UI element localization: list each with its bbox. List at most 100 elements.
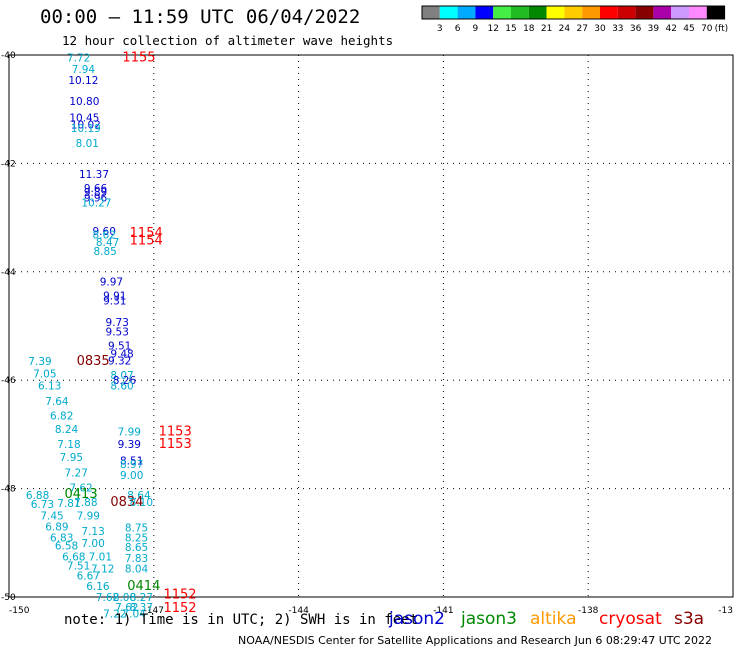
wave-height-label: 10.45 <box>69 112 99 124</box>
wave-height-label: 7.05 <box>33 369 56 381</box>
wave-height-label: 8.75 <box>125 523 148 535</box>
colorbar-tick-label: 21 <box>541 24 552 34</box>
colorbar-tick-label: 39 <box>648 24 660 34</box>
colorbar-swatch <box>493 6 511 19</box>
wave-height-label: 6.16 <box>86 581 110 593</box>
time-label: 0834 <box>110 495 143 510</box>
wave-height-label: 7.62 <box>69 483 92 495</box>
wave-height-label: 9.73 <box>106 317 129 329</box>
wave-height-label: 6.73 <box>31 499 54 511</box>
colorbar-tick-label: 3 <box>437 24 443 34</box>
wave-height-label: 8.25 <box>125 532 148 544</box>
wave-height-label: 9.53 <box>106 326 129 338</box>
colorbar-tick-label: 27 <box>576 24 587 34</box>
colorbar-swatch <box>546 6 565 19</box>
wave-height-label: 7.99 <box>118 427 141 439</box>
wave-height-label: 6.13 <box>38 381 61 393</box>
wave-height-label: 9.96 <box>84 193 108 205</box>
colorbar-unit-label: (ft) <box>715 24 729 34</box>
wave-height-label: 8.04 <box>125 563 149 575</box>
colorbar-swatch <box>600 6 618 19</box>
wave-height-label: 6.88 <box>26 490 49 502</box>
wave-height-label: 7.51 <box>67 561 90 573</box>
wave-height-label: 8.65 <box>125 542 148 554</box>
wave-height-label: 8.85 <box>93 246 116 258</box>
time-label: 1152 <box>163 601 196 616</box>
time-label: 0835 <box>77 354 110 369</box>
wave-height-label: 7.95 <box>60 452 83 464</box>
credit-line: NOAA/NESDIS Center for Satellite Applica… <box>238 634 713 647</box>
wave-height-label: 8.10 <box>130 497 153 509</box>
legend-altika: altika <box>530 609 577 629</box>
y-tick-label: -46 <box>1 376 16 386</box>
wave-height-label: 7.27 <box>65 467 88 479</box>
colorbar-swatch <box>475 6 494 19</box>
wave-height-label: 9.00 <box>120 470 143 482</box>
legend-jason2: jason2 <box>389 609 445 629</box>
wave-height-label: 8.07 <box>110 370 133 382</box>
wave-height-label: 10.27 <box>81 197 111 209</box>
colorbar-tick-label: 36 <box>630 24 642 34</box>
wave-height-label: 9.48 <box>110 349 133 361</box>
wave-height-label: 7.62 <box>96 592 119 604</box>
colorbar-tick-label: 9 <box>473 24 479 34</box>
colorbar-tick-label: 45 <box>683 24 694 34</box>
colorbar-swatch <box>689 6 707 19</box>
colorbar-tick-label: 33 <box>612 24 623 34</box>
wave-height-label: 9.51 <box>108 341 131 353</box>
colorbar-swatch <box>617 6 636 19</box>
wave-height-label: 7.81 <box>57 498 80 510</box>
x-tick-label: -147 <box>144 606 164 616</box>
wave-height-label: 7.01 <box>89 551 112 563</box>
wave-height-label: 7.39 <box>28 356 51 368</box>
wave-height-label: 7.88 <box>74 497 97 509</box>
wave-height-label: 8.27 <box>130 592 153 604</box>
wave-height-label: 9.60 <box>93 226 116 238</box>
time-label: 1152 <box>163 587 196 602</box>
x-tick-label: -138 <box>578 606 599 616</box>
wave-height-label: 7.18 <box>57 439 80 451</box>
wave-height-label: 8.47 <box>96 237 119 249</box>
colorbar-swatch <box>422 6 440 19</box>
wave-height-label: 8.60 <box>110 381 133 393</box>
time-label: 0413 <box>65 487 98 502</box>
colorbar-swatch <box>635 6 654 19</box>
wave-height-label: 8.01 <box>76 138 99 150</box>
y-tick-label: -48 <box>1 485 16 495</box>
wave-height-label: 6.58 <box>55 541 78 553</box>
y-tick-label: -50 <box>1 593 16 603</box>
time-label: 0414 <box>127 579 160 594</box>
x-tick-label: -13 <box>718 606 733 616</box>
y-tick-label: -44 <box>1 268 16 278</box>
colorbar-swatch <box>564 6 583 19</box>
legend-s3a: s3a <box>674 609 705 629</box>
colorbar-swatch <box>457 6 476 19</box>
colorbar-tick-label: 18 <box>523 24 535 34</box>
wave-height-label: 7.64 <box>45 396 69 408</box>
page-subtitle: 12 hour collection of altimeter wave hei… <box>62 33 394 48</box>
wave-height-label: 7.45 <box>40 511 63 523</box>
wave-height-label: 9.91 <box>103 291 126 303</box>
wave-height-label: 6.83 <box>50 532 73 544</box>
wave-height-label: 10.19 <box>71 123 101 135</box>
color-scale-bar: 3 6 9 12 15 18 21 24 27 30 33 36 39 42 45 70 (ft) <box>421 5 729 34</box>
map-frame <box>8 54 734 598</box>
colorbar-tick-label: 6 <box>455 24 461 34</box>
colorbar-swatch <box>511 6 529 19</box>
wave-height-label: 6.67 <box>77 570 100 582</box>
colorbar-tick-label: 70 <box>701 24 713 34</box>
wave-height-label: 8.62 <box>93 229 116 241</box>
time-label: 1154 <box>130 226 163 241</box>
colorbar-swatch <box>439 6 458 19</box>
wave-height-label: 9.31 <box>103 296 126 308</box>
x-tick-label: -144 <box>288 606 309 616</box>
wave-height-label: 7.72 <box>67 53 90 65</box>
wave-height-label: 7.22 <box>103 608 126 620</box>
wave-height-label: 6.68 <box>62 551 85 563</box>
time-label: 1155 <box>122 51 155 66</box>
y-tick-label: -42 <box>1 159 16 169</box>
colorbar-swatch <box>582 6 600 19</box>
colorbar-swatch <box>706 6 725 19</box>
time-label: 1153 <box>159 437 192 452</box>
